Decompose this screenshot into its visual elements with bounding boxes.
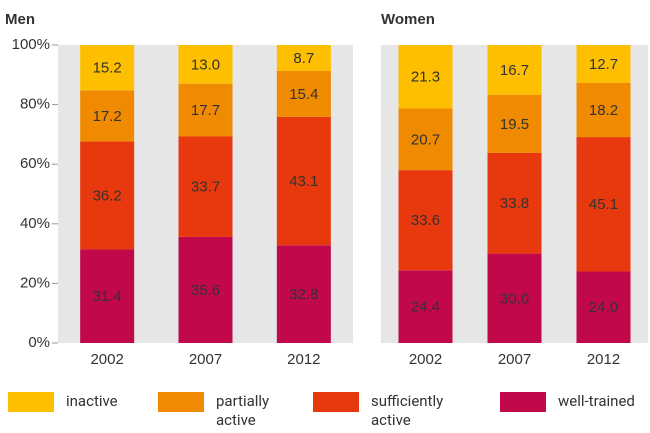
bar-segment [276,45,331,71]
x-tick-label: 2002 [90,351,123,368]
value-label: 19.5 [500,116,529,133]
y-tick-label: 40% [20,215,50,232]
bar-segment [178,45,233,84]
bar-segment [276,70,331,117]
y-tick-label: 20% [20,274,50,291]
panel-title: Women [381,11,435,28]
legend-item: sufficiently active [313,392,461,430]
bar-segment [487,152,542,254]
bar-segment [487,45,542,95]
bar-segment [178,236,233,343]
bar-segment [487,94,542,153]
bar-segment [276,116,331,246]
value-label: 45.1 [589,196,618,213]
y-tick-label: 0% [28,334,50,351]
value-label: 18.2 [589,102,618,119]
value-label: 31.4 [93,288,122,305]
value-label: 12.7 [589,56,618,73]
bar-segment [398,108,453,171]
legend-label: partially active [216,392,270,429]
bar-segment [80,90,135,142]
bar-segment [398,45,453,109]
value-label: 21.3 [411,69,440,86]
bar-segment [398,170,453,271]
y-tick-label: 60% [20,155,50,172]
value-label: 30.0 [500,290,529,307]
x-tick-label: 2012 [587,351,620,368]
legend-item: partially active [158,392,306,430]
value-label: 33.7 [191,179,220,196]
value-label: 17.2 [93,108,122,125]
bar-segment [398,270,453,343]
legend: inactive partially active sufficiently act… [0,392,650,433]
legend-swatch [8,392,54,412]
value-label: 36.2 [93,187,122,204]
bar-segment [576,271,631,343]
value-label: 35.6 [191,282,220,299]
bar-segment [80,249,135,343]
x-tick-label: 2012 [287,351,320,368]
legend-swatch [500,392,546,412]
legend-item: inactive [8,392,156,412]
y-tick-label: 80% [20,96,50,113]
bar-segment [576,137,631,272]
value-label: 15.2 [93,60,122,77]
legend-swatch [313,392,359,412]
bar-segment [276,245,331,343]
bar-segment [576,45,631,83]
value-label: 13.0 [191,56,220,73]
legend-label: well-trained [558,392,635,410]
x-tick-label: 2007 [189,351,222,368]
bar-segment [487,253,542,343]
bar-segment [178,136,233,237]
legend-item: well-trained [500,392,648,412]
legend-swatch [158,392,204,412]
bar-segment [80,45,135,91]
bar-segment [80,141,135,250]
bar-segment [178,83,233,137]
chart: Men 0% 20% 40% 60% 80% 100% 2002 31.4 36.2 17.2 15.… [5,11,648,368]
value-label: 33.6 [411,212,440,229]
value-label: 43.1 [289,173,318,190]
legend-label: inactive [66,392,118,410]
x-tick-label: 2002 [409,351,442,368]
value-label: 16.7 [500,62,529,79]
bar-segment [576,82,631,138]
value-label: 24.0 [589,299,618,316]
y-tick-label: 100% [12,36,50,53]
panel-title: Men [5,11,35,28]
value-label: 20.7 [411,131,440,148]
value-label: 33.8 [500,195,529,212]
legend-label: sufficiently active [371,392,444,429]
value-label: 8.7 [293,50,314,67]
x-tick-label: 2007 [498,351,531,368]
value-label: 32.8 [289,286,318,303]
value-label: 15.4 [289,86,318,103]
value-label: 24.4 [411,299,440,316]
value-label: 17.7 [191,102,220,119]
